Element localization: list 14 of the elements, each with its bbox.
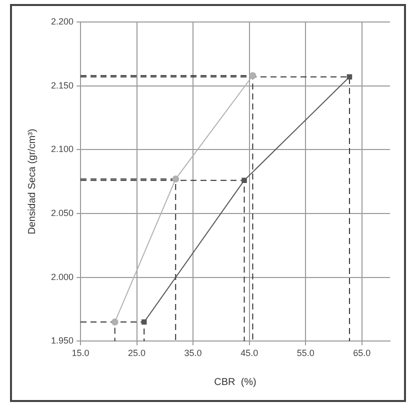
- y-axis-title: Densidad Seca (gr/cm³): [26, 128, 38, 234]
- y-tick-label: 1.950: [50, 336, 74, 346]
- x-tick-label: 15.0: [72, 348, 90, 358]
- y-tick-label: 2.050: [50, 208, 74, 218]
- x-tick-label: 35.0: [184, 348, 202, 358]
- x-tick-label: 65.0: [353, 348, 371, 358]
- y-tick-label: 2.100: [50, 144, 74, 154]
- y-tick-label: 2.000: [50, 272, 74, 282]
- x-tick-label: 25.0: [128, 348, 146, 358]
- y-tick-label: 2.200: [50, 16, 74, 26]
- x-tick-label: 45.0: [240, 348, 258, 358]
- y-tick-label: 2.150: [50, 80, 74, 90]
- x-axis-title: CBR (%): [214, 376, 256, 388]
- x-tick-label: 55.0: [296, 348, 314, 358]
